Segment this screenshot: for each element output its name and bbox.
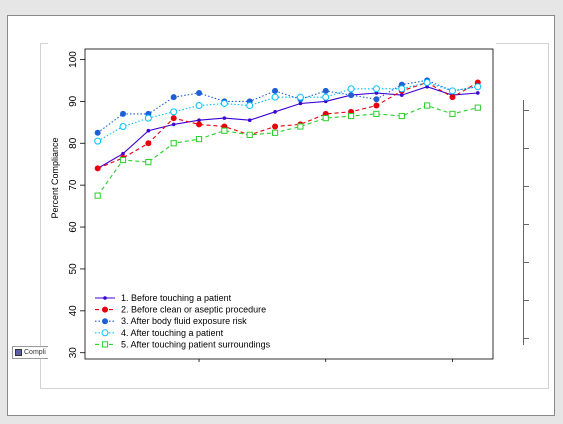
data-point-5: [271, 129, 279, 136]
plot-border: [84, 48, 494, 360]
background-legend-label: Compli: [24, 349, 46, 356]
data-point-5: [145, 159, 152, 166]
data-point-3: [373, 96, 380, 103]
data-point-3: [272, 87, 279, 94]
data-point-2: [196, 121, 203, 128]
series-line-2: [97, 81, 479, 169]
legend-marker-1: [103, 296, 107, 300]
background-axis-tick: [524, 186, 529, 187]
data-point-4: [296, 93, 304, 101]
data-point-5: [449, 110, 456, 118]
legend-marker-4: [101, 329, 109, 337]
data-point-5: [221, 127, 228, 134]
background-legend: Compli: [12, 346, 56, 359]
data-point-4: [271, 93, 279, 101]
data-point-5: [119, 156, 127, 164]
data-point-1: [222, 116, 227, 120]
data-point-5: [195, 135, 203, 143]
background-legend-swatch: [15, 348, 22, 356]
y-tick-label: 40: [68, 305, 79, 317]
legend-label-1: 1. Before touching a patient: [121, 293, 232, 303]
data-point-2: [170, 115, 177, 122]
data-point-3: [120, 110, 127, 117]
data-point-5: [347, 112, 355, 120]
data-point-2: [449, 94, 456, 101]
data-point-1: [298, 101, 303, 106]
data-point-3: [322, 87, 329, 94]
data-point-2: [145, 140, 152, 147]
y-tick-label: 90: [68, 95, 79, 107]
data-point-5: [474, 104, 481, 111]
data-point-3: [196, 89, 203, 96]
data-point-4: [220, 99, 228, 107]
data-point-4: [195, 102, 203, 110]
chart-svg: 30 40 50 60 70 80 90 100 Percent Compliance 1. Be…: [48, 42, 496, 362]
data-point-5: [322, 115, 329, 122]
data-point-1: [247, 118, 252, 123]
data-point-5: [373, 110, 380, 118]
data-point-4: [448, 87, 456, 95]
plot-background: [48, 42, 496, 362]
data-point-4: [144, 114, 152, 122]
data-point-5: [246, 131, 253, 138]
legend-label-3: 3. After body fluid exposure risk: [121, 316, 247, 326]
data-point-5: [94, 192, 101, 199]
data-point-4: [372, 85, 380, 93]
data-point-4: [170, 108, 178, 116]
background-axis-line: [523, 100, 524, 345]
data-point-1: [146, 128, 151, 133]
data-point-4: [119, 123, 127, 130]
background-axis-tick: [524, 224, 529, 225]
data-point-4: [347, 85, 355, 93]
data-point-4: [246, 102, 254, 110]
compliance-chart: 30 40 50 60 70 80 90 100 Percent Compliance 1. Be…: [48, 42, 496, 362]
data-point-1: [399, 93, 404, 97]
y-tick-label: 80: [68, 137, 79, 149]
legend-marker-3: [102, 318, 108, 325]
series-line-1: [97, 86, 478, 169]
data-point-2: [272, 123, 279, 130]
data-point-1: [197, 118, 201, 123]
data-point-4: [474, 83, 482, 91]
data-point-1: [475, 91, 480, 95]
legend-label-2: 2. Before clean or aseptic procedure: [121, 305, 266, 315]
y-tick-label: 100: [68, 51, 79, 68]
data-point-4: [322, 93, 330, 101]
data-point-3: [170, 94, 177, 101]
data-point-5: [297, 123, 304, 130]
y-tick-label: 60: [68, 221, 79, 233]
series-line-5: [97, 105, 478, 196]
data-point-3: [348, 92, 355, 99]
data-point-1: [121, 151, 125, 156]
background-axis-tick: [524, 338, 529, 339]
y-axis-label: Percent Compliance: [50, 137, 60, 218]
data-point-3: [94, 129, 101, 136]
y-tick-label: 70: [68, 179, 79, 191]
background-axis-tick: [524, 110, 529, 111]
y-tick-label: 30: [68, 347, 79, 359]
background-axis-tick: [524, 148, 529, 149]
data-point-4: [94, 137, 102, 145]
data-point-4: [398, 85, 406, 93]
legend-label-5: 5. After touching patient surroundings: [121, 339, 271, 349]
data-point-2: [94, 165, 101, 172]
y-tick-label: 50: [68, 263, 79, 275]
data-point-2: [373, 102, 380, 109]
background-axis-tick: [524, 300, 529, 301]
legend-label-4: 4. After touching a patient: [121, 328, 224, 338]
legend-marker-5: [101, 341, 109, 348]
data-point-5: [424, 102, 431, 109]
data-point-5: [398, 112, 405, 120]
background-axis-tick: [524, 262, 529, 263]
data-point-1: [171, 122, 176, 127]
data-point-5: [170, 140, 177, 147]
series-line-4: [97, 81, 478, 142]
data-point-4: [423, 79, 431, 87]
legend-marker-2: [102, 306, 108, 313]
data-point-1: [273, 110, 277, 114]
